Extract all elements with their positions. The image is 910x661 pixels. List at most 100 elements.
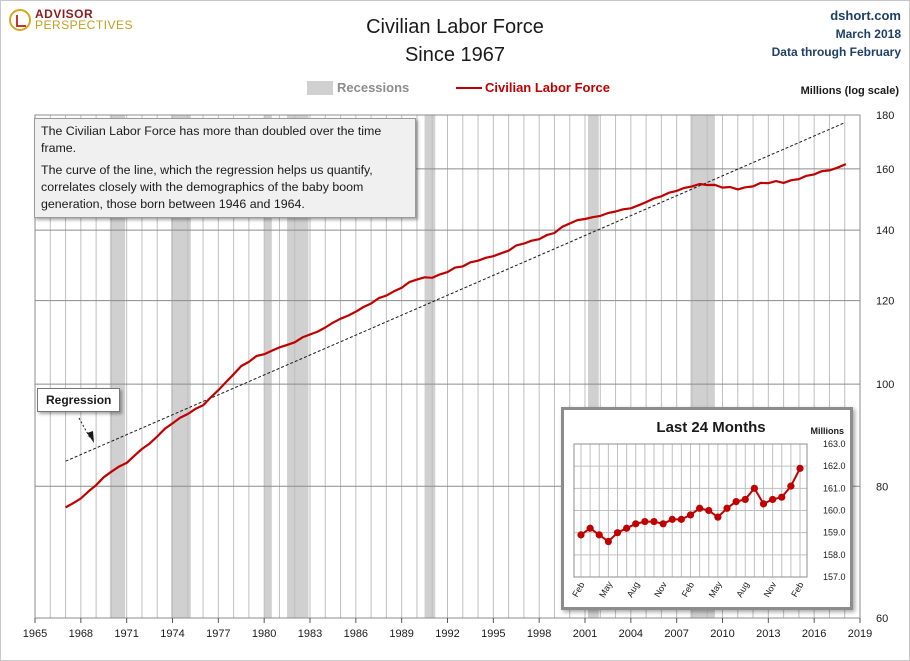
inset-unit-label: Millions	[810, 426, 845, 436]
x-tick-label: 1977	[206, 628, 230, 640]
inset-data-point	[641, 517, 649, 526]
regression-arrow-head	[87, 431, 94, 443]
x-tick-label: 1989	[389, 628, 413, 640]
series-line-group	[65, 163, 847, 509]
inset-data-point	[632, 520, 640, 528]
legend-recessions-label: Recessions	[337, 80, 410, 95]
x-tick-label: 1995	[481, 628, 505, 640]
regression-label: Regression	[37, 388, 121, 412]
source-date: March 2018	[835, 27, 901, 41]
inset-data-point	[750, 484, 758, 492]
y-tick-label: 180	[876, 110, 894, 122]
inset-chart-svg: 157.0 158.0 159.0 160.0 161.0 162.0 163.0 Feb Ma…	[570, 439, 845, 599]
inset-data-point	[613, 529, 622, 537]
inset-x-tick-label: Feb	[680, 580, 696, 598]
inset-data-point	[595, 531, 603, 539]
x-tick-label: 1971	[114, 628, 138, 640]
x-tick-label: 2007	[664, 628, 688, 640]
inset-data-point	[741, 495, 749, 504]
recession-band	[588, 115, 599, 618]
x-tick-label: 2016	[802, 628, 826, 640]
inset-data-point	[796, 464, 804, 472]
chart-title-line1: Civilian Labor Force	[366, 16, 544, 38]
recession-bands	[109, 115, 715, 618]
y-tick-label: 160	[876, 164, 894, 176]
source-site: dshort.com	[830, 8, 901, 23]
annotation-note-p2: The curve of the line, which the regress…	[41, 163, 373, 211]
inset-x-tick-label: Feb	[570, 580, 586, 598]
inset-data-point	[623, 524, 631, 532]
axes: 1965 1968 1971 1974 1977 1980 1983 1986 1989 1992…	[23, 110, 895, 640]
inset-data-point	[778, 493, 786, 501]
inset-data-point	[668, 515, 676, 523]
inset-grid	[574, 443, 807, 578]
recession-band	[109, 115, 126, 618]
inset-title: Last 24 Months	[656, 419, 766, 436]
inset-data-point	[686, 511, 695, 519]
logo-line1: ADVISOR	[35, 7, 94, 21]
inset-data-point	[586, 524, 594, 532]
inset-series	[577, 464, 804, 546]
inset-x-tick-label: Feb	[789, 580, 805, 598]
inset-data-point	[759, 500, 768, 508]
inset-y-tick-label: 157.0	[823, 572, 846, 582]
inset-data-point	[732, 498, 740, 506]
logo: ADVISOR PERSPECTIVES	[9, 7, 134, 32]
y-tick-label: 80	[876, 481, 888, 493]
x-tick-label: 1974	[160, 628, 184, 640]
x-tick-label: 1980	[252, 628, 276, 640]
inset-data-point	[659, 520, 667, 528]
inset-y-tick-label: 161.0	[823, 483, 846, 493]
recession-band	[424, 115, 436, 618]
regression-line-group	[65, 122, 845, 462]
inset-y-tick-label: 160.0	[823, 506, 846, 516]
annotation-note-p1: The Civilian Labor Force has more than d…	[41, 124, 382, 155]
x-tick-label: 2004	[619, 628, 643, 640]
recession-band	[170, 115, 191, 618]
legend-recessions-swatch	[307, 80, 333, 95]
inset-x-tick-label: Aug	[734, 580, 751, 599]
inset-chart: Last 24 Months Millions 157.0 158.0 159.0 1…	[561, 407, 853, 610]
annotation-note: The Civilian Labor Force has more than d…	[34, 118, 416, 218]
inset-data-point	[650, 517, 658, 526]
legend-series: Civilian Labor Force	[456, 80, 610, 95]
inset-y-tick-label: 162.0	[823, 461, 846, 471]
regression-arrow-group	[78, 417, 94, 443]
x-tick-label: 1983	[298, 628, 322, 640]
x-tick-label: 1992	[435, 628, 459, 640]
inset-x-tick-label: May	[707, 579, 724, 599]
inset-data-point	[705, 506, 713, 515]
inset-data-point	[787, 482, 795, 490]
recession-band	[264, 115, 272, 618]
inset-data-point	[677, 515, 685, 523]
inset-x-tick-label: May	[597, 579, 614, 599]
legend-series-label: Civilian Labor Force	[485, 80, 610, 95]
legend-series-swatch	[456, 86, 482, 89]
inset-axes: 157.0 158.0 159.0 160.0 161.0 162.0 163.0 Feb Ma…	[570, 439, 845, 599]
y-tick-label: 140	[876, 225, 894, 237]
inset-plot-border	[573, 443, 808, 578]
x-tick-label: 1968	[69, 628, 93, 640]
inset-x-tick-label: Nov	[762, 580, 779, 599]
y-tick-label: 60	[876, 613, 888, 625]
x-tick-label: 2001	[573, 628, 597, 640]
inset-data-point	[696, 504, 704, 512]
x-tick-label: 2013	[756, 628, 780, 640]
inset-data-point	[769, 495, 777, 504]
inset-x-tick-label: Nov	[652, 580, 669, 599]
x-tick-label: 1965	[23, 628, 47, 640]
inset-y-tick-label: 163.0	[823, 439, 846, 449]
logo-icon	[9, 9, 31, 31]
x-tick-label: 1998	[527, 628, 551, 640]
inset-data-point	[577, 531, 585, 539]
inset-x-tick-label: Aug	[625, 580, 642, 599]
inset-data-point	[723, 504, 731, 512]
recession-band	[287, 115, 309, 618]
x-tick-label: 2010	[710, 628, 734, 640]
y-tick-label: 120	[876, 296, 894, 308]
logo-line2: PERSPECTIVES	[35, 18, 134, 32]
source-block: dshort.com March 2018 Data through Febru…	[772, 7, 901, 61]
inset-y-tick-label: 158.0	[823, 550, 846, 560]
series-line	[65, 163, 847, 509]
